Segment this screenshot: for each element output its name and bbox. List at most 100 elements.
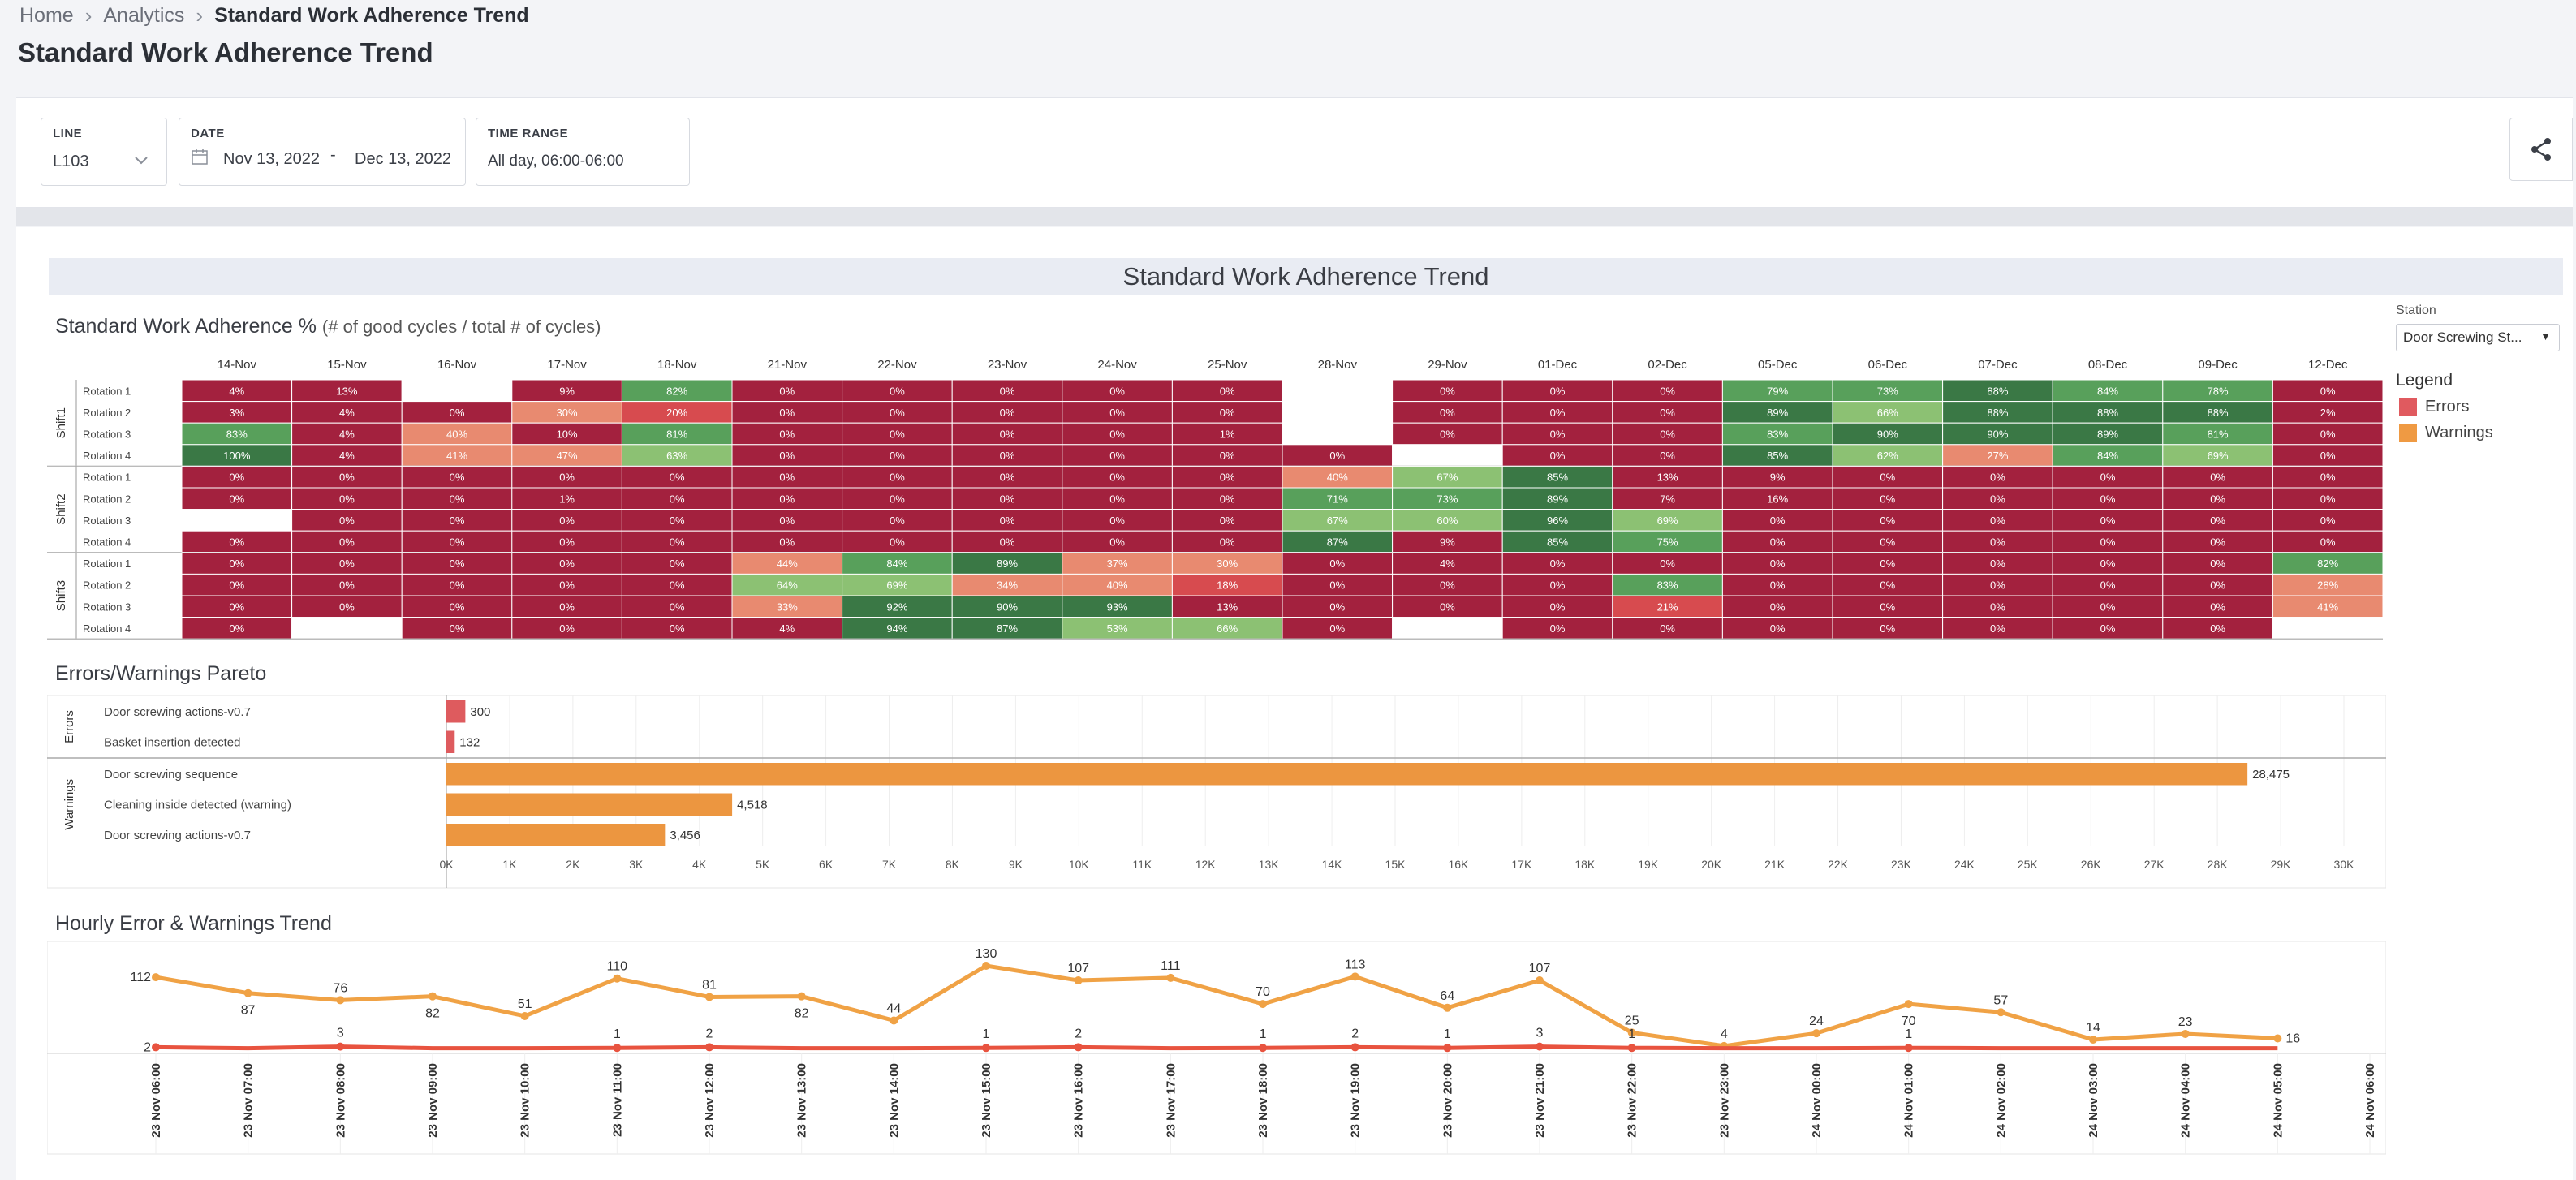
heatmap-cell <box>401 552 513 575</box>
heatmap-cell <box>1942 509 2053 532</box>
heatmap-cell-value: 0% <box>1220 536 1235 549</box>
heatmap-cell-value: 53% <box>1107 622 1128 635</box>
date-to-input[interactable]: Dec 13, 2022 <box>355 150 451 168</box>
errors-point <box>1536 1042 1544 1051</box>
trend-data-label: 113 <box>1345 958 1366 971</box>
heatmap-cell-value: 30% <box>1217 558 1238 570</box>
heatmap-cell-value: 0% <box>559 472 575 484</box>
pareto-chart: 0K 1K 2K 3K 4K 5K 6K 7K 8K 9K 10K 11K 12K 13K 14K 15K 16… <box>47 695 2386 889</box>
trend-x-tick-label: 23 Nov 21:00 <box>1533 1063 1547 1138</box>
heatmap-cell-value: 0% <box>2320 429 2336 441</box>
heatmap-cell-value: 0% <box>1660 558 1675 570</box>
heatmap-cell-value: 89% <box>2097 429 2118 441</box>
pareto-tick-label: 10K <box>1069 858 1090 871</box>
heatmap-cell-value: 89% <box>1547 493 1568 505</box>
warnings-series-line <box>155 963 2278 1049</box>
filter-bar: LINE L103 DATE Nov 13, 2022 - Dec 13, 20… <box>16 97 2573 208</box>
trend-data-label: 51 <box>518 997 532 1011</box>
errors-point <box>1904 1044 1913 1053</box>
heatmap-cell-value: 0% <box>779 536 795 549</box>
share-button[interactable] <box>2509 118 2573 181</box>
legend-swatch-errors <box>2399 398 2417 416</box>
warnings-point <box>2181 1029 2190 1038</box>
heatmap-cell-value: 0% <box>339 558 355 570</box>
heatmap-cell-value: 0% <box>450 536 465 549</box>
heatmap-cell-value: 83% <box>226 429 248 441</box>
heatmap-cell <box>1612 509 1723 532</box>
heatmap-cell-value: 0% <box>670 601 685 613</box>
pareto-tick-label: 7K <box>882 858 897 871</box>
pareto-tick-label: 24K <box>1954 858 1975 871</box>
heatmap-cell-value: 82% <box>666 385 687 397</box>
pareto-tick-label: 8K <box>946 858 960 871</box>
heatmap-cell <box>2052 509 2164 532</box>
heatmap-cell <box>1612 487 1723 510</box>
trend-data-label: 130 <box>976 947 997 961</box>
trend-title: Hourly Error & Warnings Trend <box>55 912 332 935</box>
heatmap-cell <box>842 617 953 640</box>
heatmap-cell-value: 0% <box>1000 493 1015 505</box>
warnings-point <box>1350 972 1359 981</box>
trend-x-tick-label: 23 Nov 23:00 <box>1717 1063 1731 1138</box>
heatmap-cell <box>181 552 293 575</box>
date-from-input[interactable]: Nov 13, 2022 <box>223 150 320 168</box>
heatmap-cell-value: 0% <box>2100 515 2116 527</box>
heatmap-cell-value: 88% <box>1987 385 2008 397</box>
pareto-tick-label: 22K <box>1828 858 1849 871</box>
warnings-point <box>1259 1000 1267 1009</box>
heatmap-cell-value: 0% <box>1220 515 1235 527</box>
heatmap-cell <box>1501 444 1613 467</box>
heatmap-cell-value: 78% <box>2208 385 2229 397</box>
heatmap-cell-value: 41% <box>2317 601 2338 613</box>
station-select[interactable]: Door Screwing St... ▼ <box>2396 324 2560 351</box>
heatmap-cell-value: 21% <box>1657 601 1678 613</box>
pareto-tick-label: 30K <box>2334 858 2355 871</box>
heatmap-cell-value: 0% <box>1990 515 2005 527</box>
warnings-point <box>797 992 806 1001</box>
date-filter[interactable]: DATE Nov 13, 2022 - Dec 13, 2022 <box>179 118 466 186</box>
heatmap-cell-value: 30% <box>557 407 578 419</box>
breadcrumb-analytics-link[interactable]: Analytics <box>103 4 185 27</box>
heatmap-cell <box>1392 422 1503 446</box>
heatmap-date-label: 18-Nov <box>657 358 697 372</box>
warnings-point <box>2273 1034 2282 1043</box>
breadcrumb-home-link[interactable]: Home <box>19 4 74 27</box>
heatmap-cell-value: 0% <box>229 579 244 592</box>
pareto-plot-area <box>47 695 2386 889</box>
heatmap-cell-value: 27% <box>1987 450 2008 462</box>
heatmap-date-label: 02-Dec <box>1648 358 1687 372</box>
heatmap-cell-value: 0% <box>1220 450 1235 462</box>
legend-label-errors: Errors <box>2425 398 2470 416</box>
heatmap-cell-value: 9% <box>1440 536 1455 549</box>
pareto-tick-label: 27K <box>2144 858 2165 871</box>
trend-data-label: 4 <box>1721 1027 1728 1041</box>
heatmap-cell-value: 0% <box>2210 536 2225 549</box>
heatmap-cell <box>401 379 513 403</box>
time-range-filter[interactable]: TIME RANGE All day, 06:00-06:00 <box>476 118 690 186</box>
line-filter[interactable]: LINE L103 <box>41 118 167 186</box>
heatmap-cell <box>291 552 403 575</box>
heatmap-cell <box>181 379 293 403</box>
heatmap-cell-value: 0% <box>890 515 905 527</box>
heatmap-cell <box>2052 530 2164 553</box>
heatmap-cell <box>511 552 622 575</box>
pareto-tick-label: 5K <box>756 858 770 871</box>
heatmap-cell <box>1392 530 1503 553</box>
heatmap-cell <box>1832 401 1944 424</box>
heatmap-cell-value: 0% <box>450 493 465 505</box>
trend-data-label: 111 <box>1161 959 1180 973</box>
heatmap-cell <box>1721 530 1833 553</box>
heatmap-cell-value: 0% <box>2100 558 2116 570</box>
pareto-tick-label: 18K <box>1574 858 1596 871</box>
heatmap-cell-value: 0% <box>1880 493 1895 505</box>
errors-point <box>1350 1043 1359 1052</box>
heatmap-cell-value: 2% <box>2320 407 2336 419</box>
heatmap-cell-value: 90% <box>1987 429 2008 441</box>
heatmap-cell <box>2272 465 2384 489</box>
heatmap-cell <box>2272 617 2384 640</box>
heatmap-cell-value: 0% <box>1000 515 1015 527</box>
heatmap-cell <box>511 444 622 467</box>
legend-title: Legend <box>2396 371 2453 390</box>
heatmap-date-label: 21-Nov <box>768 358 808 372</box>
heatmap-cell <box>951 573 1063 596</box>
